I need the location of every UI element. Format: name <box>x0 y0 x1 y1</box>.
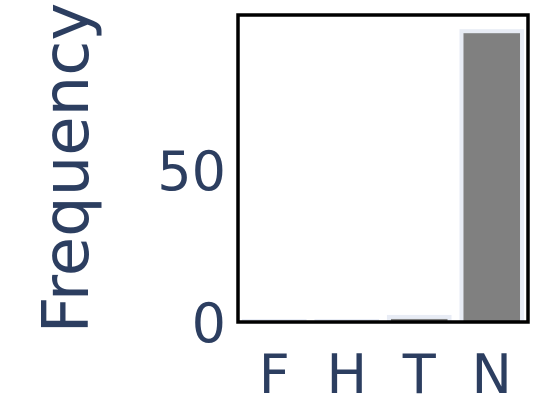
y-tick-label-50: 50 <box>157 140 226 203</box>
x-tick-label-t: T <box>402 343 437 406</box>
bars-group <box>241 29 525 322</box>
bar-halo-t <box>386 314 452 322</box>
y-tick-label-0: 0 <box>192 292 226 355</box>
y-axis-title: Frequency <box>30 3 104 334</box>
bar-n <box>463 33 521 322</box>
y-axis-ticks: 0 50 <box>157 140 226 355</box>
x-tick-label-f: F <box>259 343 290 406</box>
plot-frame <box>236 13 530 324</box>
x-tick-label-h: H <box>326 343 367 406</box>
x-tick-label-n: N <box>472 343 512 406</box>
